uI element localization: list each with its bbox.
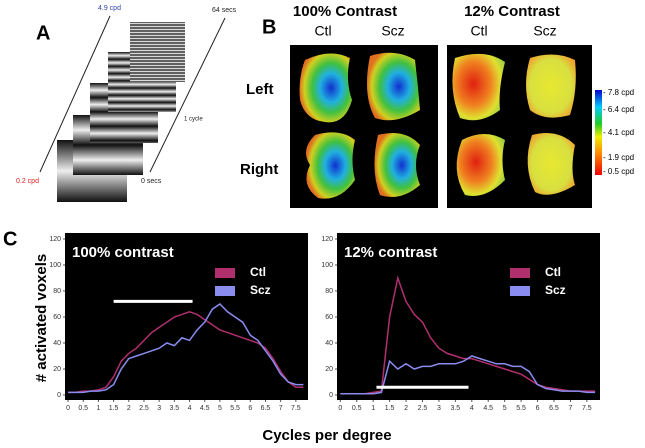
legend-label: Scz (250, 283, 271, 297)
brain-map (452, 53, 505, 121)
row-label: Right (240, 161, 278, 178)
arrow (39, 15, 111, 173)
brain-map (306, 132, 355, 199)
row-label: Left (246, 81, 274, 98)
brain-map (526, 54, 576, 118)
series-line (68, 311, 304, 394)
x-tick-label: 6 (248, 405, 252, 412)
y-axis-label: # activated voxels (33, 254, 50, 382)
arrow (149, 17, 226, 173)
x-tick-label: 5.5 (230, 405, 240, 412)
x-tick-label: 0 (338, 405, 342, 412)
freq-label: 4.9 cpd (98, 5, 121, 12)
time-label: 64 secs (212, 7, 237, 14)
brain-map (527, 132, 575, 195)
x-tick-label: 5 (503, 405, 507, 412)
y-tick-label: 80 (53, 288, 61, 295)
y-tick-label: 80 (325, 288, 333, 295)
legend-swatch (510, 286, 530, 296)
legend-swatch (215, 268, 235, 278)
y-tick-label: 0 (329, 392, 333, 399)
column-label: Scz (533, 23, 556, 39)
y-tick-label: 20 (53, 366, 61, 373)
brain-map (456, 134, 505, 196)
brain-map (366, 52, 420, 121)
x-tick-label: 3.5 (169, 405, 179, 412)
column-label: Scz (381, 23, 404, 39)
x-tick-label: 6.5 (549, 405, 559, 412)
y-tick-label: 60 (53, 314, 61, 321)
y-tick-label: 0 (57, 392, 61, 399)
x-tick-label: 3.5 (450, 405, 460, 412)
colorbar-label: - 6.4 cpd (603, 105, 634, 114)
x-tick-label: 4.5 (483, 405, 493, 412)
x-tick-label: 7.5 (582, 405, 592, 412)
x-tick-label: 5 (218, 405, 222, 412)
legend-swatch (510, 268, 530, 278)
x-tick-label: 2 (404, 405, 408, 412)
x-tick-label: 1.5 (385, 405, 395, 412)
freq-label: 0.2 cpd (16, 178, 39, 185)
y-tick-label: 120 (321, 236, 333, 243)
x-tick-label: 4.5 (200, 405, 210, 412)
colorbar-label: - 0.5 cpd (603, 167, 634, 176)
chart-title: 100% contrast (72, 244, 174, 261)
x-tick-label: 6.5 (261, 405, 271, 412)
group-title: 12% Contrast (464, 3, 560, 20)
y-tick-label: 100 (321, 262, 333, 269)
grating (130, 22, 185, 82)
x-tick-label: 3 (437, 405, 441, 412)
x-tick-label: 7 (568, 405, 572, 412)
panel-label: A (36, 22, 50, 44)
chart-title: 12% contrast (344, 244, 437, 261)
x-tick-label: 1 (96, 405, 100, 412)
y-tick-label: 60 (325, 314, 333, 321)
x-tick-label: 1 (371, 405, 375, 412)
x-tick-label: 0.5 (352, 405, 362, 412)
x-tick-label: 3 (157, 405, 161, 412)
legend-label: Ctl (250, 265, 266, 279)
plot-area (65, 233, 308, 400)
panel-label: C (3, 228, 17, 250)
colorbar-label: - 7.8 cpd (603, 88, 634, 97)
brain-map (299, 53, 352, 123)
y-tick-label: 100 (49, 262, 61, 269)
y-tick-label: 120 (49, 236, 61, 243)
x-tick-label: 2.5 (139, 405, 149, 412)
legend-swatch (215, 286, 235, 296)
x-tick-label: 5.5 (516, 405, 526, 412)
x-tick-label: 2 (127, 405, 131, 412)
x-tick-label: 4 (470, 405, 474, 412)
cycle-label: 1 cycle (184, 117, 203, 123)
y-tick-label: 20 (325, 366, 333, 373)
legend-label: Scz (545, 283, 566, 297)
x-tick-label: 1.5 (109, 405, 119, 412)
series-line (68, 303, 304, 394)
colorbar-label: - 1.9 cpd (603, 153, 634, 162)
y-tick-label: 40 (325, 340, 333, 347)
plot-area (337, 233, 600, 400)
group-title: 100% Contrast (293, 3, 397, 20)
colorbar-label: - 4.1 cpd (603, 128, 634, 137)
column-label: Ctl (470, 23, 487, 39)
x-tick-label: 0 (66, 405, 70, 412)
x-tick-label: 4 (188, 405, 192, 412)
x-tick-label: 6 (536, 405, 540, 412)
colorbar (595, 90, 602, 175)
time-label: 0 secs (141, 178, 162, 185)
column-label: Ctl (314, 23, 331, 39)
y-tick-label: 40 (53, 340, 61, 347)
x-tick-label: 0.5 (78, 405, 88, 412)
x-tick-label: 7 (279, 405, 283, 412)
brain-map (374, 132, 420, 198)
panel-label: B (262, 16, 276, 38)
x-tick-label: 7.5 (291, 405, 301, 412)
x-axis-label: Cycles per degree (262, 427, 391, 444)
legend-label: Ctl (545, 265, 561, 279)
x-tick-label: 2.5 (418, 405, 428, 412)
